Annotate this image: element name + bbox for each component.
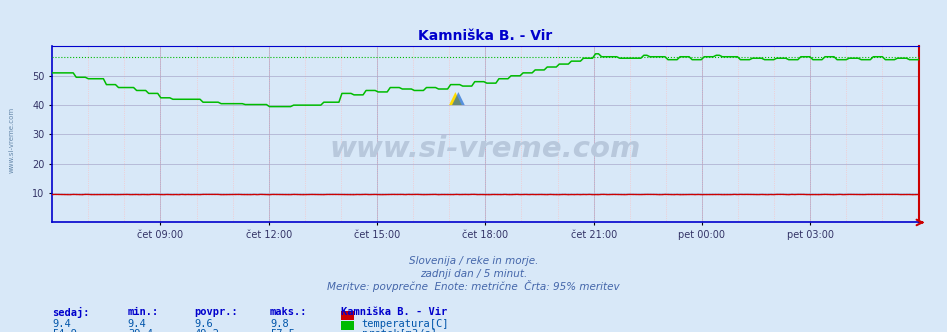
Text: temperatura[C]: temperatura[C]: [362, 319, 449, 329]
Text: pretok[m3/s]: pretok[m3/s]: [362, 329, 437, 332]
Text: 39.4: 39.4: [128, 329, 152, 332]
Text: min.:: min.:: [128, 307, 159, 317]
Text: 54.9: 54.9: [52, 329, 77, 332]
Text: Slovenija / reke in morje.: Slovenija / reke in morje.: [409, 256, 538, 266]
Text: povpr.:: povpr.:: [194, 307, 238, 317]
Text: ▲: ▲: [449, 90, 461, 108]
Text: www.si-vreme.com: www.si-vreme.com: [330, 134, 641, 163]
Text: 9.8: 9.8: [270, 319, 289, 329]
Title: Kamniška B. - Vir: Kamniška B. - Vir: [419, 29, 552, 42]
Text: Kamniška B. - Vir: Kamniška B. - Vir: [341, 307, 447, 317]
Text: 9.6: 9.6: [194, 319, 213, 329]
Text: www.si-vreme.com: www.si-vreme.com: [9, 106, 14, 173]
Text: maks.:: maks.:: [270, 307, 308, 317]
Text: sedaj:: sedaj:: [52, 307, 90, 318]
Text: 9.4: 9.4: [128, 319, 147, 329]
Text: 49.2: 49.2: [194, 329, 219, 332]
Text: 9.4: 9.4: [52, 319, 71, 329]
Text: zadnji dan / 5 minut.: zadnji dan / 5 minut.: [420, 269, 527, 279]
Text: Meritve: povprečne  Enote: metrične  Črta: 95% meritev: Meritve: povprečne Enote: metrične Črta:…: [327, 281, 620, 292]
Text: ▲: ▲: [452, 90, 465, 108]
Text: 57.5: 57.5: [270, 329, 295, 332]
